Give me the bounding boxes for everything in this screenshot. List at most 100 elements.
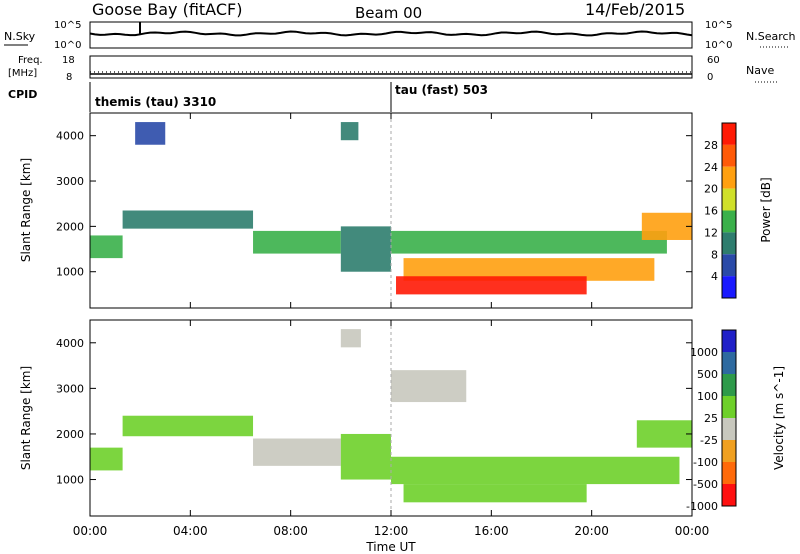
colorbar-swatch: [722, 462, 736, 484]
colorbar-swatch: [722, 210, 736, 233]
colorbar-tick-label: 8: [711, 248, 718, 261]
colorbar-swatch: [722, 396, 736, 418]
scatter-region: [403, 258, 655, 281]
x-tick-label: 08:00: [273, 524, 308, 538]
colorbar-swatch: [722, 330, 736, 352]
colorbar-swatch: [722, 418, 736, 440]
colorbar-tick-label: -1000: [686, 500, 718, 513]
scatter-region: [396, 276, 587, 295]
power-heatmap: [90, 122, 692, 295]
colorbar-swatch: [722, 374, 736, 396]
colorbar-swatch: [722, 276, 736, 298]
station-title: Goose Bay (fitACF): [92, 0, 242, 19]
time-axis: 00:00 04:00 08:00 12:00 16:00 20:00 00:00: [73, 113, 710, 538]
scatter-region: [340, 433, 391, 480]
frequency-tick-top: 18: [62, 55, 75, 66]
y-tick-label: 1000: [56, 266, 84, 279]
cpid-label: CPID: [8, 88, 37, 101]
beam-label: Beam 00: [355, 4, 422, 22]
colorbar-frame: [721, 122, 737, 299]
frequency-panel-frame: [89, 55, 693, 79]
scatter-region: [391, 230, 667, 254]
nave-label: Nave: [746, 64, 774, 77]
colorbar-tick-label: 500: [697, 368, 718, 381]
scatter-region: [340, 329, 361, 348]
x-tick-label: 12:00: [374, 524, 409, 538]
y-tick-label: 4000: [56, 337, 84, 350]
colorbar-tick-label: 20: [704, 183, 718, 196]
y-tick-label: 3000: [56, 382, 84, 395]
cpid-mode-2: tau (fast) 503: [395, 83, 488, 97]
power-y-axis: 1000 2000 3000 4000: [56, 130, 692, 279]
scatter-region: [641, 212, 692, 240]
colorbar-tick-label: 12: [704, 226, 718, 239]
colorbar-tick-label: 1000: [690, 346, 718, 359]
scatter-region: [340, 226, 391, 272]
colorbar-tick-label: 16: [704, 205, 718, 218]
scatter-region: [90, 235, 123, 259]
frequency-label-line1: Freq.: [18, 55, 43, 66]
scatter-region: [340, 122, 359, 141]
colorbar-tick-label: 4: [711, 270, 718, 283]
time-axis-label: Time UT: [365, 540, 416, 554]
y-tick-label: 2000: [56, 220, 84, 233]
x-tick-label: 04:00: [173, 524, 208, 538]
velocity-heatmap: [90, 329, 692, 503]
scatter-region: [90, 447, 123, 471]
colorbar-swatch: [722, 166, 736, 189]
colorbar-tick-label: 28: [704, 139, 718, 152]
scatter-region: [122, 415, 254, 437]
scatter-region: [391, 370, 467, 403]
frequency-label-line2: [MHz]: [8, 68, 37, 79]
colorbar-frame: [721, 329, 737, 507]
nave-tick-bottom: 0: [707, 72, 713, 83]
power-ylabel: Slant Range [km]: [19, 158, 33, 262]
colorbar-swatch: [722, 123, 736, 145]
colorbar-tick-label: 25: [704, 412, 718, 425]
y-tick-label: 2000: [56, 428, 84, 441]
colorbar-swatch: [722, 144, 736, 167]
x-tick-label: 20:00: [574, 524, 609, 538]
velocity-colorbar-label: Velocity [m s^-1]: [772, 366, 786, 470]
nave-tick-top: 60: [707, 55, 720, 66]
colorbar-tick-label: -25: [700, 434, 718, 447]
velocity-panel: 1000 2000 3000 4000 Slant Range [km] 1000 50…: [19, 319, 786, 517]
noise-left-tick-bottom: 10^0: [54, 40, 81, 51]
colorbar-tick-label: -100: [693, 456, 718, 469]
noise-left-tick-top: 10^5: [54, 20, 81, 31]
y-tick-label: 4000: [56, 130, 84, 143]
x-tick-label: 00:00: [675, 524, 710, 538]
colorbar-swatch: [722, 254, 736, 277]
y-tick-label: 3000: [56, 175, 84, 188]
colorbar-tick-label: -500: [693, 478, 718, 491]
power-colorbar-label: Power [dB]: [759, 177, 773, 242]
cpid-panel: CPID themis (tau) 3310 tau (fast) 503: [8, 82, 488, 112]
noise-panel: N.Sky 10^5 10^0 10^5 10^0 N.Search: [4, 20, 796, 51]
y-tick-label: 1000: [56, 474, 84, 487]
colorbar-swatch: [722, 440, 736, 462]
colorbar-swatch: [722, 232, 736, 255]
scatter-region: [403, 484, 587, 503]
noise-panel-frame: [89, 21, 693, 49]
scatter-region: [253, 230, 341, 254]
scatter-region: [122, 210, 254, 229]
colorbar-swatch: [722, 352, 736, 374]
scatter-region: [253, 438, 341, 466]
power-colorbar: 4 8 12 16 20 24 28: [704, 122, 737, 299]
scatter-region: [636, 420, 692, 448]
velocity-colorbar: 1000 500 100 25 -25 -100 -500 -1000: [686, 329, 737, 513]
date-label: 14/Feb/2015: [585, 0, 685, 19]
noise-sky-trace: [89, 30, 693, 37]
scatter-region: [135, 122, 166, 145]
colorbar-tick-label: 24: [704, 161, 718, 174]
noise-right-tick-top: 10^5: [705, 20, 732, 31]
power-panel: 1000 2000 3000 4000 Slant Range [km] 4 8 12 16…: [19, 112, 773, 309]
cpid-mode-1: themis (tau) 3310: [95, 95, 216, 109]
colorbar-swatch: [722, 484, 736, 506]
x-tick-label: 16:00: [474, 524, 509, 538]
velocity-ylabel: Slant Range [km]: [19, 366, 33, 470]
velocity-y-axis: 1000 2000 3000 4000: [56, 337, 692, 487]
scatter-region: [391, 456, 680, 485]
frequency-panel: Freq. [MHz] 18 8 60 0 Nave: [8, 55, 778, 83]
